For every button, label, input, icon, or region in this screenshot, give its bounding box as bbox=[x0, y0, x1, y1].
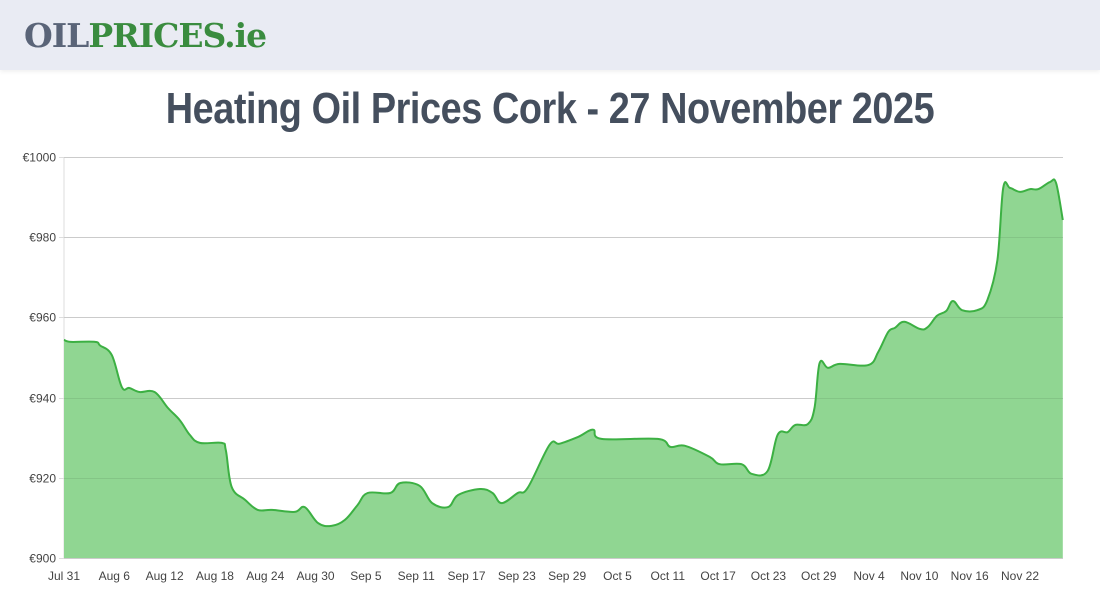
price-area-fill bbox=[64, 179, 1063, 558]
x-tick-label: Nov 10 bbox=[900, 569, 938, 583]
x-tick-label: Nov 16 bbox=[951, 569, 989, 583]
x-tick-label: Sep 29 bbox=[548, 569, 586, 583]
x-tick-label: Oct 23 bbox=[751, 569, 787, 583]
y-tick-label: €960 bbox=[29, 311, 56, 325]
x-tick-label: Oct 17 bbox=[700, 569, 736, 583]
x-tick-label: Aug 12 bbox=[146, 569, 184, 583]
logo-text-prices: PRICES.ie bbox=[88, 16, 267, 55]
x-tick-label: Sep 17 bbox=[448, 569, 486, 583]
x-tick-label: Aug 24 bbox=[246, 569, 284, 583]
x-tick-label: Sep 5 bbox=[350, 569, 382, 583]
x-axis: Jul 31 Aug 6 Aug 12 Aug 18 Aug 24 Aug 30 Sep 5… bbox=[48, 569, 1039, 583]
page-title: Heating Oil Prices Cork - 27 November 20… bbox=[165, 84, 935, 133]
x-tick-label: Sep 23 bbox=[498, 569, 536, 583]
x-tick-label: Jul 31 bbox=[48, 569, 80, 583]
y-tick-label: €1000 bbox=[23, 151, 57, 165]
price-line bbox=[63, 178, 1064, 528]
logo-text-oil: OIL bbox=[24, 16, 89, 55]
x-tick-label: Oct 29 bbox=[801, 569, 837, 583]
x-tick-label: Aug 30 bbox=[297, 569, 335, 583]
y-axis: €900 €920 €940 €960 €980 €1000 bbox=[23, 151, 57, 566]
x-tick-label: Oct 5 bbox=[603, 569, 632, 583]
y-tick-label: €940 bbox=[29, 392, 56, 406]
site-header: OILPRICES.ie bbox=[0, 0, 1100, 70]
x-tick-label: Nov 4 bbox=[853, 569, 885, 583]
x-tick-label: Nov 22 bbox=[1001, 569, 1039, 583]
y-tick-label: €980 bbox=[29, 231, 56, 245]
y-tick-label: €900 bbox=[29, 552, 56, 566]
x-tick-label: Oct 11 bbox=[651, 569, 686, 583]
y-tick-label: €920 bbox=[29, 472, 56, 486]
x-tick-label: Sep 11 bbox=[398, 569, 435, 583]
site-logo[interactable]: OILPRICES.ie bbox=[24, 16, 267, 56]
x-tick-label: Aug 6 bbox=[99, 569, 131, 583]
x-tick-label: Aug 18 bbox=[196, 569, 234, 583]
